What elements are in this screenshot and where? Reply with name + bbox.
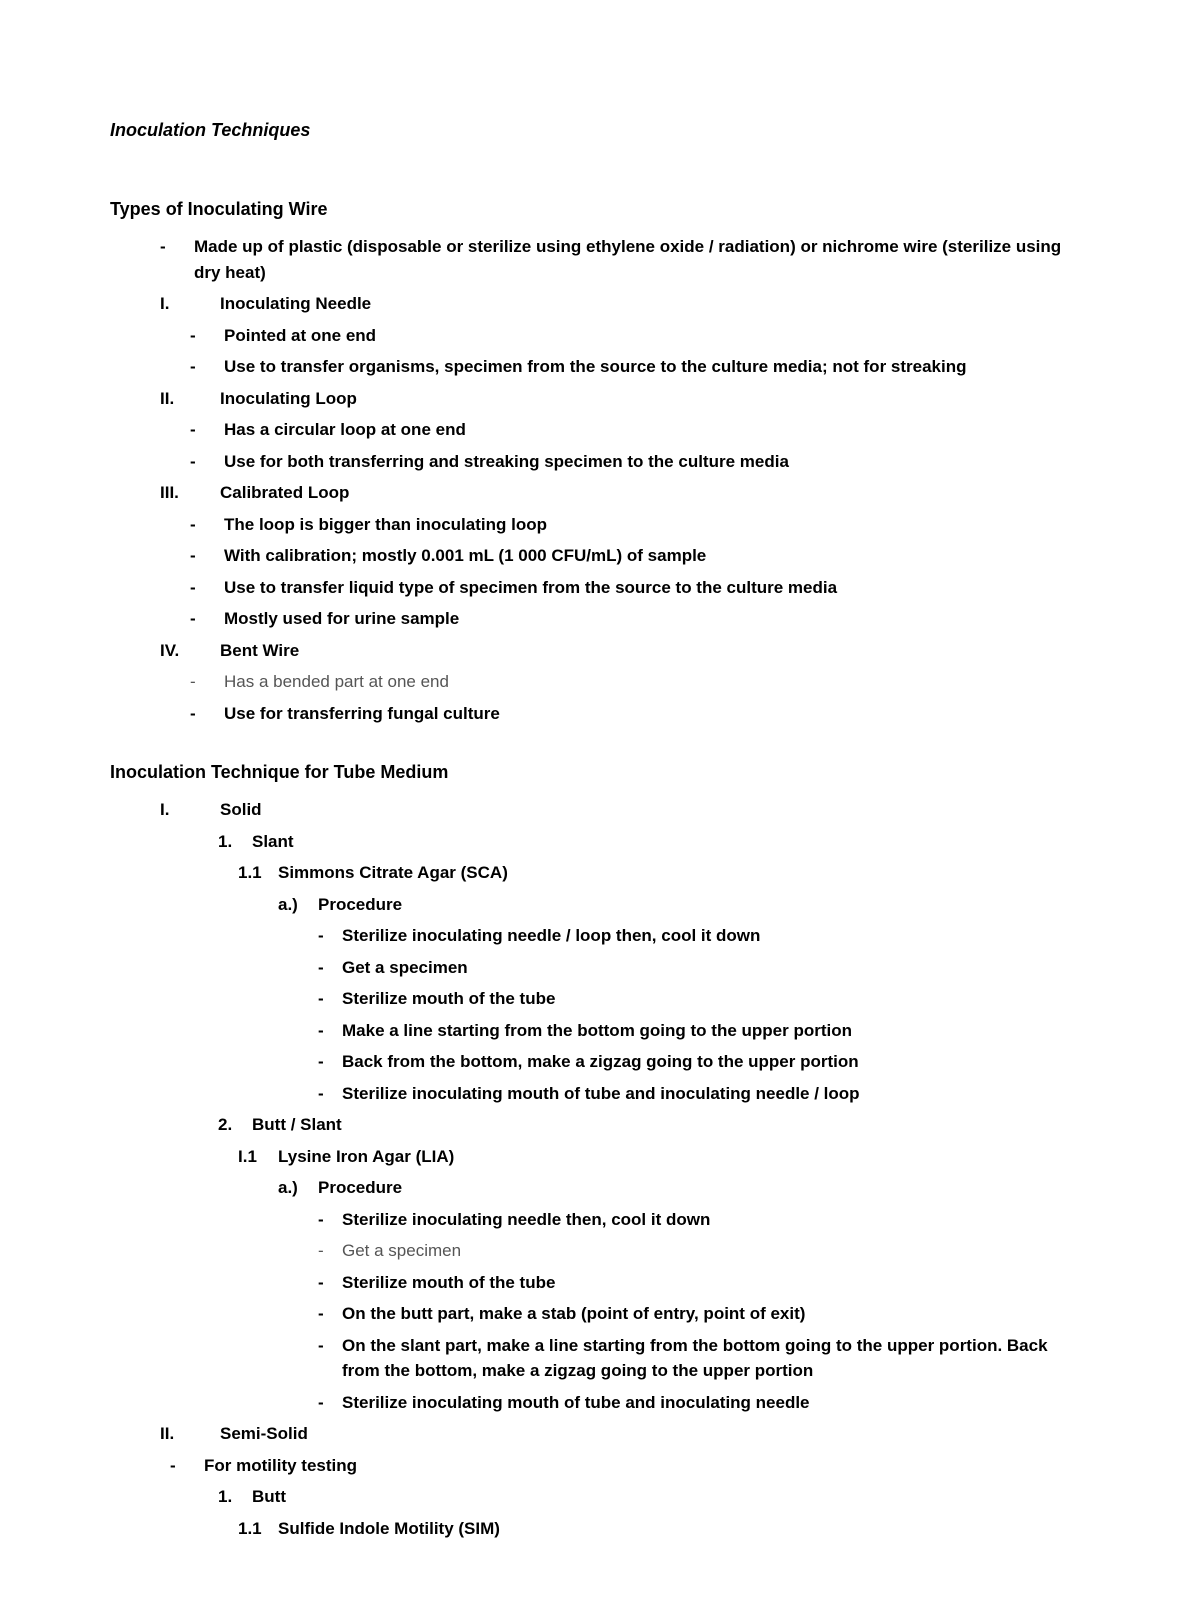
section1-intro: - Made up of plastic (disposable or ster… [110,234,1090,285]
proc-heading: a.) Procedure [110,892,1090,918]
proc-step: -On the slant part, make a line starting… [110,1333,1090,1384]
bullet: -Use for transferring fungal culture [110,701,1090,727]
proc-step: -Sterilize inoculating mouth of tube and… [110,1390,1090,1416]
tube-roman: II. Semi-Solid [110,1421,1090,1447]
bullet: - Use to transfer organisms, specimen fr… [110,354,1090,380]
type-heading: IV. Bent Wire [110,638,1090,664]
proc-step: -Get a specimen [110,955,1090,981]
bullet: - Has a circular loop at one end [110,417,1090,443]
proc-step: -Sterilize inoculating needle then, cool… [110,1207,1090,1233]
sub-sub: 1.1 Sulfide Indole Motility (SIM) [110,1516,1090,1542]
section2-heading: Inoculation Technique for Tube Medium [110,762,1090,783]
proc-step: -Get a specimen [110,1238,1090,1264]
section1-heading: Types of Inoculating Wire [110,199,1090,220]
document-title: Inoculation Techniques [110,120,1090,141]
subitem: 1. Butt [110,1484,1090,1510]
subitem: 1. Slant [110,829,1090,855]
bullet: -The loop is bigger than inoculating loo… [110,512,1090,538]
proc-step: -Sterilize inoculating needle / loop the… [110,923,1090,949]
bullet: -With calibration; mostly 0.001 mL (1 00… [110,543,1090,569]
note: - For motility testing [110,1453,1090,1479]
proc-heading: a.) Procedure [110,1175,1090,1201]
sub-sub: I.1 Lysine Iron Agar (LIA) [110,1144,1090,1170]
bullet: -Has a bended part at one end [110,669,1090,695]
bullet: - Use for both transferring and streakin… [110,449,1090,475]
proc-step: -Back from the bottom, make a zigzag goi… [110,1049,1090,1075]
bullet: -Mostly used for urine sample [110,606,1090,632]
bullet: -Use to transfer liquid type of specimen… [110,575,1090,601]
intro-text: Made up of plastic (disposable or steril… [194,234,1090,285]
sub-sub: 1.1 Simmons Citrate Agar (SCA) [110,860,1090,886]
type-heading: III. Calibrated Loop [110,480,1090,506]
subitem: 2. Butt / Slant [110,1112,1090,1138]
bullet: - Pointed at one end [110,323,1090,349]
tube-roman: I. Solid [110,797,1090,823]
proc-step: -Sterilize inoculating mouth of tube and… [110,1081,1090,1107]
proc-step: -On the butt part, make a stab (point of… [110,1301,1090,1327]
type-heading: I. Inoculating Needle [110,291,1090,317]
document-page: Inoculation Techniques Types of Inoculat… [0,0,1200,1607]
proc-step: -Sterilize mouth of the tube [110,1270,1090,1296]
proc-step: -Sterilize mouth of the tube [110,986,1090,1012]
proc-step: -Make a line starting from the bottom go… [110,1018,1090,1044]
type-heading: II. Inoculating Loop [110,386,1090,412]
